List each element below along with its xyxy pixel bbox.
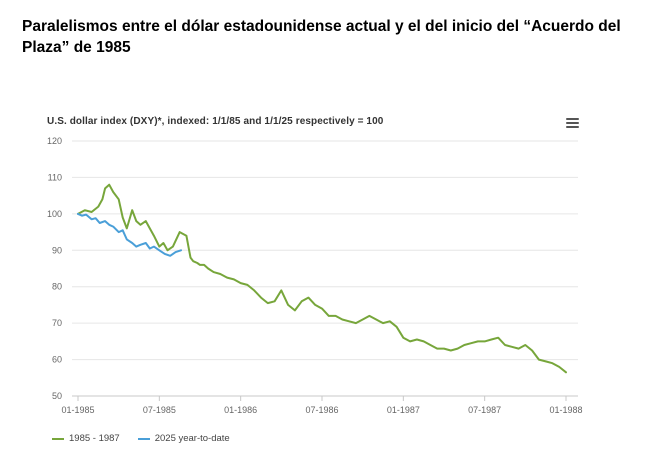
- series-line-2025-ytd: [77, 212, 182, 257]
- y-tick-label: 60: [52, 355, 62, 365]
- y-tick-label: 80: [52, 282, 62, 292]
- y-tick-label: 100: [47, 209, 62, 219]
- series-line-1985-1987: [77, 183, 567, 374]
- x-tick-label: 07-1986: [305, 405, 338, 415]
- hamburger-icon-bar: [566, 118, 579, 120]
- x-tick-label: 01-1985: [61, 405, 94, 415]
- x-tick-label: 01-1988: [549, 405, 582, 415]
- legend-label: 2025 year-to-date: [154, 433, 230, 444]
- legend-item-1985-1987[interactable]: 1985 - 1987: [52, 433, 120, 444]
- page-headline: Paralelismos entre el dólar estadouniden…: [22, 18, 621, 56]
- legend-label: 1985 - 1987: [69, 433, 120, 444]
- x-tick-label: 01-1986: [224, 405, 257, 415]
- chart-menu-button[interactable]: [566, 118, 579, 129]
- y-tick-label: 50: [52, 391, 62, 401]
- y-tick-label: 90: [52, 245, 62, 255]
- y-tick-label: 120: [47, 136, 62, 146]
- chart-title: U.S. dollar index (DXY)*, indexed: 1/1/8…: [47, 116, 384, 127]
- legend-swatch-icon: [137, 437, 150, 440]
- legend-swatch-icon: [52, 437, 64, 440]
- y-tick-label: 70: [52, 318, 62, 328]
- legend-item-2025[interactable]: 2025 year-to-date: [137, 433, 230, 444]
- chart-legend: 1985 - 1987 2025 year-to-date: [52, 433, 230, 444]
- y-tick-label: 110: [48, 172, 62, 182]
- x-tick-label: 07-1987: [468, 405, 501, 415]
- hamburger-icon-bar: [566, 122, 579, 124]
- x-tick-label: 07-1985: [143, 405, 176, 415]
- x-tick-label: 01-1987: [387, 405, 420, 415]
- hamburger-icon-bar: [566, 126, 579, 128]
